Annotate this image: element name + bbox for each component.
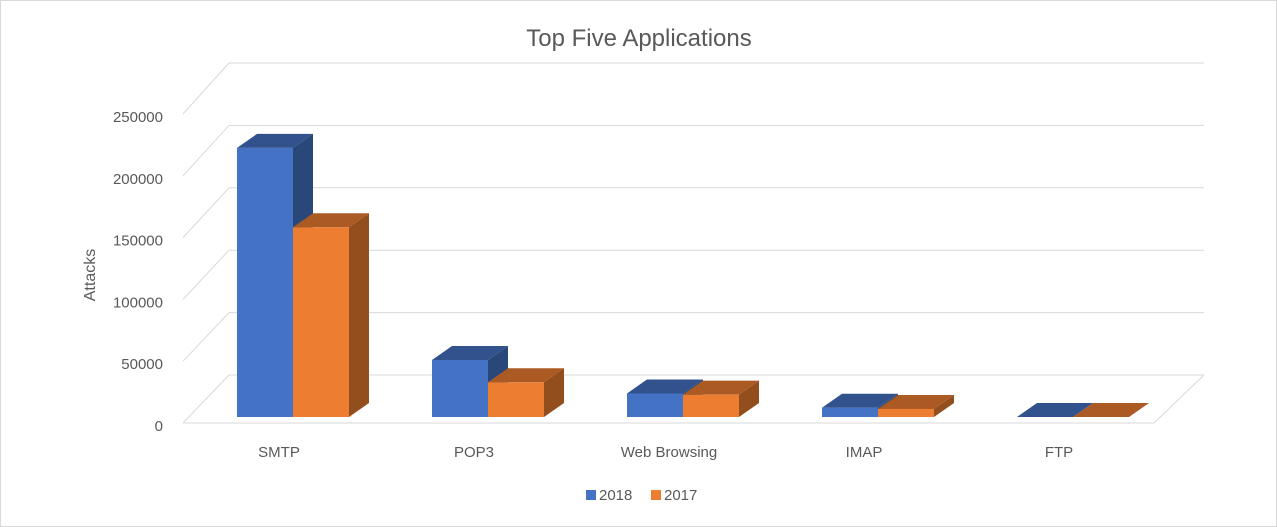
y-tick-label: 50000 xyxy=(121,356,163,373)
y-axis-tick-labels: 0 50000 100000 150000 200000 250000 xyxy=(113,109,163,435)
bar-top-face xyxy=(878,394,954,409)
bar-side-face xyxy=(544,368,564,417)
bar-side-face xyxy=(349,213,369,417)
gridlines xyxy=(182,62,1205,424)
gridline-depth xyxy=(182,62,230,115)
bar-front-face xyxy=(488,382,544,417)
chart-title: Top Five Applications xyxy=(526,25,751,52)
bar-2017-ftp xyxy=(1073,403,1149,417)
gridline-depth xyxy=(182,187,230,238)
bar-top-face xyxy=(683,380,759,395)
y-tick-label: 0 xyxy=(155,418,163,435)
bar-front-face xyxy=(683,394,739,417)
gridline-depth xyxy=(182,374,230,424)
legend-label-2018: 2018 xyxy=(599,487,632,504)
category-labels: SMTP POP3 Web Browsing IMAP FTP xyxy=(258,444,1073,461)
bar-top-face xyxy=(488,368,564,383)
legend-label-2017: 2017 xyxy=(664,487,697,504)
bar-top-face xyxy=(1017,403,1093,417)
bar-front-face xyxy=(237,147,293,418)
legend-swatch-2018 xyxy=(586,490,596,500)
x-category-label: SMTP xyxy=(258,444,300,461)
gridline-depth xyxy=(182,125,230,177)
bar-side-face xyxy=(739,380,759,417)
bar-top-face xyxy=(627,379,703,394)
bar-top-face xyxy=(237,133,313,148)
bar-top-face xyxy=(293,213,369,228)
bar-2017-web-browsing xyxy=(683,380,759,417)
bar-2017-imap xyxy=(878,394,954,417)
gridline-depth xyxy=(182,312,230,362)
bar-front-face xyxy=(822,407,878,417)
y-axis-title: Attacks xyxy=(82,249,99,301)
bar-front-face xyxy=(878,408,934,417)
bar-front-face xyxy=(293,227,349,417)
bar-2017-smtp xyxy=(293,213,369,417)
x-category-label: POP3 xyxy=(454,444,494,461)
bar-front-face xyxy=(432,359,488,417)
bar-side-face xyxy=(934,394,954,417)
x-category-label: Web Browsing xyxy=(621,444,717,461)
bar-2018-ftp xyxy=(1017,403,1093,417)
x-category-label: FTP xyxy=(1045,444,1073,461)
legend-swatch-2017 xyxy=(651,490,661,500)
y-tick-label: 100000 xyxy=(113,294,163,311)
bar-2017-pop3 xyxy=(488,368,564,417)
bar-front-face xyxy=(627,393,683,417)
x-category-label: IMAP xyxy=(846,444,883,461)
bar-top-face xyxy=(1073,403,1149,417)
bar-top-face xyxy=(432,345,508,360)
y-tick-label: 250000 xyxy=(113,109,163,126)
floor-right-line xyxy=(1153,374,1205,424)
bars xyxy=(237,133,1149,418)
y-tick-label: 150000 xyxy=(113,233,163,250)
gridline-depth xyxy=(182,249,230,300)
y-tick-label: 200000 xyxy=(113,171,163,188)
legend: 2018 2017 xyxy=(586,487,697,504)
bar-top-face xyxy=(822,393,898,408)
